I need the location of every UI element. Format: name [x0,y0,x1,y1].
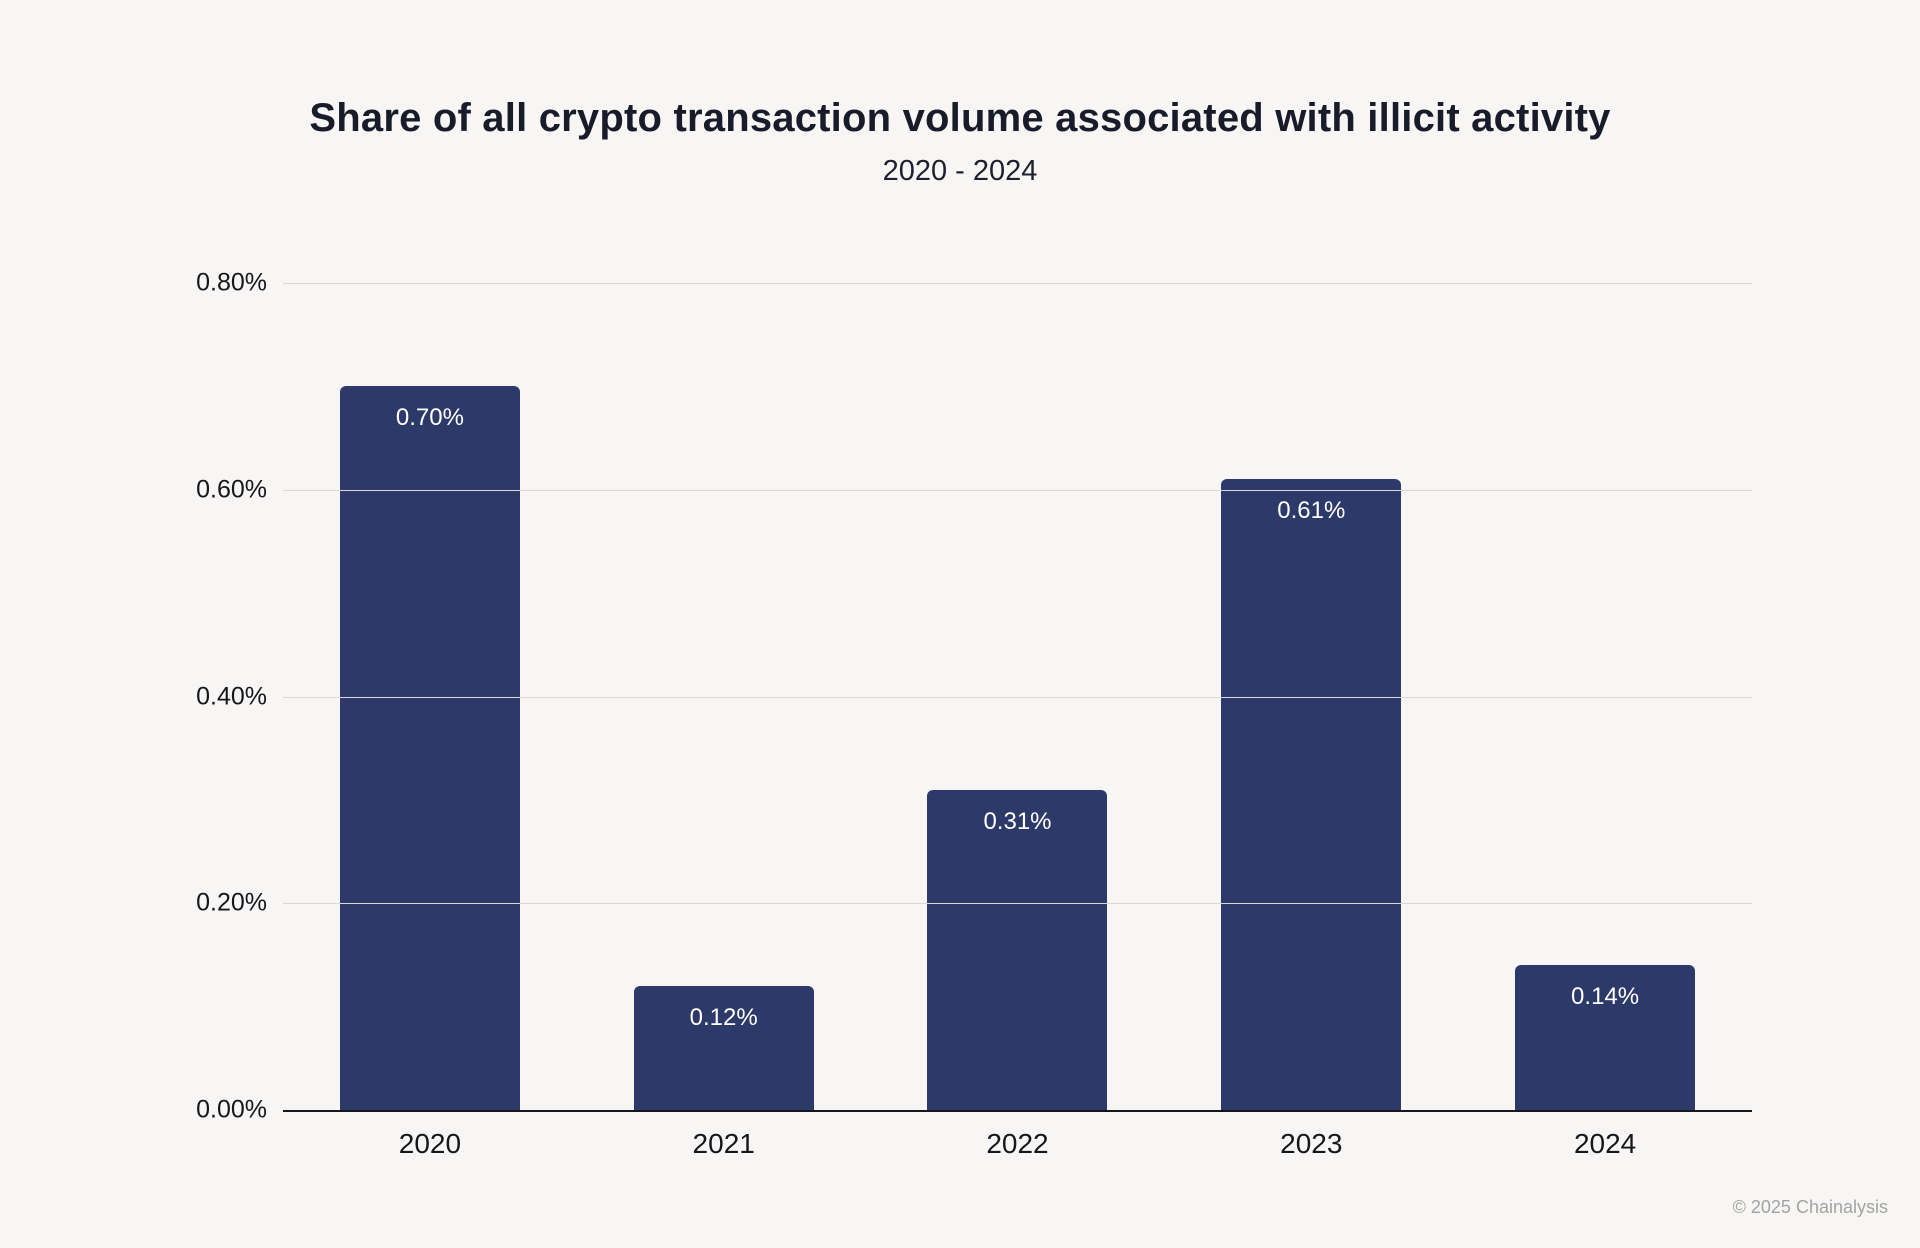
y-tick-label: 0.80% [196,268,267,297]
bar-2020: 0.70% [339,386,520,1110]
bar-2023: 0.61% [1221,479,1402,1110]
y-tick-label: 0.40% [196,682,267,710]
bar-2022: 0.31% [927,789,1108,1110]
x-tick-label-2022: 2022 [986,1128,1049,1159]
bar-slot-2023: 0.61% 2023 [1164,283,1458,1159]
bar-slot-2022: 0.31% 2022 [871,283,1165,1159]
chart-title: Share of all crypto transaction volume a… [309,96,1611,140]
gridline [283,903,1752,905]
bar-value-label-2023: 0.61% [1277,497,1346,525]
bar-chart: 0.70% 2020 0.12% 2021 0.31% 2022 0.61% 2023 0.14… [196,269,1752,1159]
y-tick-label: 0.20% [196,888,267,917]
bar-value-label-2020: 0.70% [395,404,464,432]
bar-2021: 0.12% [633,985,814,1110]
x-tick-label-2023: 2023 [1280,1128,1343,1159]
x-tick-label-2020: 2020 [398,1128,462,1159]
x-tick-label-2021: 2021 [692,1128,755,1159]
bar-2024: 0.14% [1515,965,1696,1110]
bar-slot-2021: 0.12% 2021 [577,283,871,1159]
bar-value-label-2021: 0.12% [689,1003,758,1031]
gridline [283,283,1752,284]
y-tick-label: 0.60% [196,475,267,504]
bar-slot-2020: 0.70% 2020 [283,283,577,1159]
x-tick-label-2024: 2024 [1573,1128,1637,1159]
gridline [283,489,1752,491]
y-tick-label: 0.00% [196,1095,267,1124]
bar-value-label-2024: 0.14% [1571,983,1640,1011]
bar-value-label-2022: 0.31% [983,807,1052,835]
bars: 0.70% 2020 0.12% 2021 0.31% 2022 0.61% 2023 0.14… [283,283,1752,1159]
chart-subtitle: 2020 - 2024 [882,155,1038,187]
copyright-text: © 2025 Chainalysis [1732,1197,1888,1217]
gridline [283,696,1752,698]
bar-slot-2024: 0.14% 2024 [1458,283,1752,1159]
plot-area: 0.70% 2020 0.12% 2021 0.31% 2022 0.61% 2023 0.14… [196,269,1752,1159]
